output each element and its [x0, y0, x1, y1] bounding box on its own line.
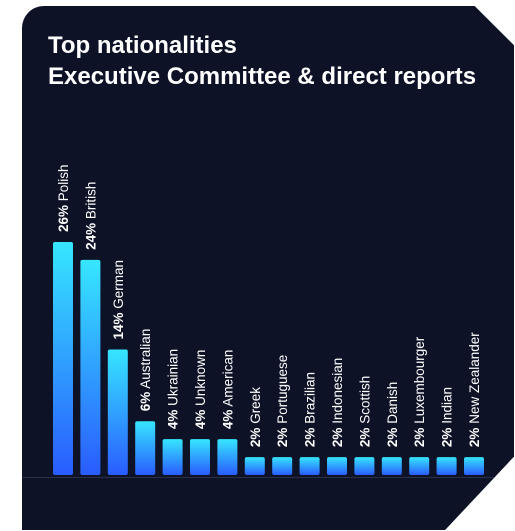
chart-card: Top nationalities Executive Committee & …: [22, 6, 514, 530]
data-label-value: 2%: [467, 428, 482, 448]
bar-indian: [436, 457, 457, 475]
category-label: Danish: [385, 382, 400, 428]
category-label: Portuguese: [275, 355, 290, 428]
data-label-indonesian: 2% Indonesian: [330, 358, 345, 447]
bar-ukrainian: [162, 439, 183, 475]
data-label-value: 2%: [248, 428, 263, 448]
data-label-polish: 26% Polish: [56, 164, 71, 232]
category-label: Greek: [248, 387, 263, 428]
bar-chart: 26% Polish 24% British 14% German 6% Austra…: [53, 164, 484, 475]
data-label-value: 2%: [357, 428, 372, 448]
bar-american: [217, 439, 238, 475]
category-label: British: [83, 182, 98, 223]
chart-title: Top nationalities Executive Committee & …: [48, 32, 477, 90]
bars-group: [53, 242, 484, 475]
data-label-british: 24% British: [83, 182, 98, 250]
data-label-ukrainian: 4% Ukrainian: [166, 349, 181, 429]
category-label: Australian: [138, 329, 153, 392]
data-label-brazilian: 2% Brazilian: [303, 372, 318, 447]
bar-australian: [135, 421, 156, 475]
data-label-value: 14%: [111, 313, 126, 340]
data-label-indian: 2% Indian: [440, 387, 455, 447]
data-label-scottish: 2% Scottish: [357, 376, 372, 447]
category-label: American: [220, 350, 235, 410]
category-label: German: [111, 260, 126, 313]
bar-polish: [53, 242, 73, 475]
data-label-unknown: 4% Unknown: [193, 350, 208, 430]
bar-indonesian: [327, 457, 347, 475]
data-label-value: 2%: [303, 428, 318, 448]
data-label-value: 4%: [193, 410, 208, 430]
data-label-value: 26%: [56, 205, 71, 232]
data-label-american: 4% American: [220, 350, 235, 430]
bar-unknown: [190, 439, 210, 475]
bar-danish: [381, 457, 402, 475]
category-label: Scottish: [357, 376, 372, 428]
data-label-australian: 6% Australian: [138, 329, 153, 412]
category-label: Indian: [440, 387, 455, 428]
bar-luxembourger: [409, 457, 430, 475]
data-label-greek: 2% Greek: [248, 387, 263, 447]
bar-german: [107, 349, 128, 475]
data-label-value: 4%: [166, 410, 181, 430]
bar-british: [80, 259, 101, 475]
bar-scottish: [354, 457, 375, 475]
category-label: Luxembourger: [412, 336, 427, 427]
category-label: Ukrainian: [166, 349, 181, 410]
labels-group: 26% Polish 24% British 14% German 6% Austra…: [56, 164, 482, 447]
data-label-value: 6%: [138, 392, 153, 412]
category-label: New Zealander: [467, 332, 482, 428]
bar-portuguese: [272, 457, 293, 475]
data-label-value: 2%: [275, 428, 290, 448]
category-label: Polish: [56, 164, 71, 205]
data-label-value: 2%: [440, 428, 455, 448]
category-label: Indonesian: [330, 358, 345, 428]
data-label-value: 2%: [412, 428, 427, 448]
bar-brazilian: [299, 457, 320, 475]
data-label-portuguese: 2% Portuguese: [275, 355, 290, 447]
category-label: Brazilian: [303, 372, 318, 428]
bar-new-zealander: [464, 457, 484, 475]
bar-greek: [244, 457, 265, 475]
data-label-danish: 2% Danish: [385, 382, 400, 447]
data-label-value: 4%: [220, 410, 235, 430]
data-label-value: 2%: [330, 428, 345, 448]
data-label-german: 14% German: [111, 260, 126, 340]
data-label-new-zealander: 2% New Zealander: [467, 332, 482, 447]
category-label: Unknown: [193, 350, 208, 410]
data-label-value: 24%: [83, 223, 98, 250]
baseline-divider: [22, 477, 514, 478]
data-label-value: 2%: [385, 428, 400, 448]
data-label-luxembourger: 2% Luxembourger: [412, 336, 427, 447]
